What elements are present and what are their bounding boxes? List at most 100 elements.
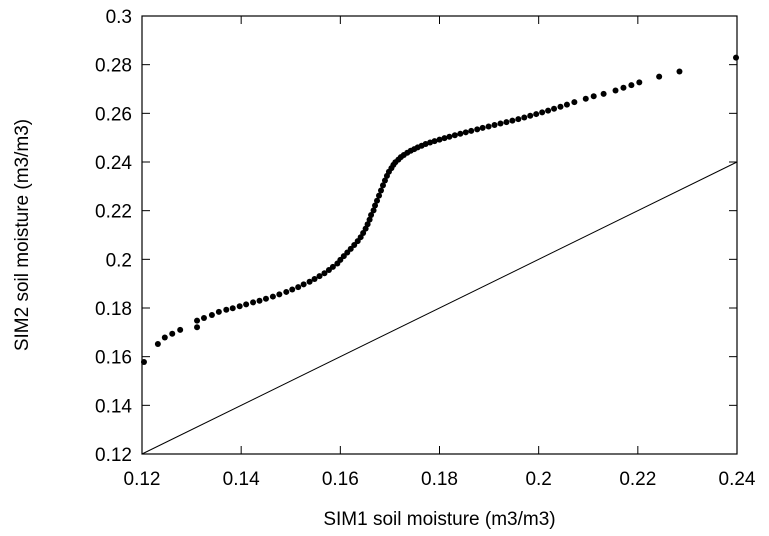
data-point [527,112,534,119]
data-point [551,105,558,112]
data-point [539,109,546,116]
x-tick-label: 0.12 [124,469,161,490]
data-point [441,135,448,142]
x-tick-label: 0.14 [223,469,260,490]
plot-frame [141,15,738,455]
data-point [300,281,307,288]
data-point [283,288,290,295]
data-point [733,54,740,61]
data-point [497,120,504,127]
data-point [306,278,313,285]
data-point [229,305,236,312]
data-point [200,314,207,321]
data-point [563,101,570,108]
data-point [194,324,201,331]
one-to-one-reference-line [141,161,738,455]
data-point [612,87,619,94]
data-point [215,308,222,315]
data-point [295,284,302,291]
y-tick-label: 0.2 [106,250,132,271]
x-axis: 0.12 0.14 0.16 0.18 0.2 0.22 0.24 [124,16,756,490]
x-tick-label: 0.24 [719,469,756,490]
data-point [236,303,243,310]
data-point [479,124,486,131]
data-point [374,197,381,204]
data-point [366,216,373,223]
data-point [582,95,589,102]
data-point [140,359,147,366]
x-tick-label: 0.16 [322,469,359,490]
y-tick-label: 0.22 [95,202,132,223]
data-point [557,103,564,110]
data-point [370,207,377,214]
x-tick-label: 0.18 [421,469,458,490]
data-point [628,82,635,89]
data-point [457,130,464,137]
data-point [446,133,453,140]
y-tick-label: 0.16 [95,348,132,369]
data-point [347,245,354,252]
data-point [329,263,336,270]
data-point [509,117,516,124]
data-point [545,107,552,114]
data-point [451,132,458,139]
data-point [316,273,323,280]
data-point [250,299,257,306]
data-point [474,126,481,133]
data-point [368,212,375,219]
data-point [223,306,230,313]
data-point [243,301,250,308]
data-point [656,73,663,80]
data-point [364,221,371,228]
data-point [351,241,358,248]
data-point [169,330,176,337]
data-point [590,93,597,100]
data-point [311,276,318,283]
data-point [360,230,367,237]
data-point [600,90,607,97]
data-point [636,79,643,86]
data-points [140,54,740,366]
data-point [194,317,201,324]
data-point [381,177,388,184]
y-axis-title: SIM2 soil moisture (m3/m3) [12,119,33,351]
data-point [262,295,269,302]
data-point [376,192,383,199]
data-point [161,334,168,341]
data-point [208,312,215,319]
data-point [436,136,443,143]
data-point [676,68,683,75]
y-tick-label: 0.14 [95,396,132,417]
data-point [491,122,498,129]
data-point [321,270,328,277]
data-point [379,182,386,189]
data-point [256,297,263,304]
data-point [462,129,469,136]
data-point [485,123,492,130]
data-point [289,286,296,293]
data-point [154,341,161,348]
data-point [431,138,438,145]
data-point [521,114,528,121]
data-point [503,119,510,126]
x-tick-label: 0.2 [525,469,551,490]
data-point [515,116,522,123]
data-point [533,111,540,118]
y-tick-label: 0.28 [95,56,132,77]
data-point [372,202,379,209]
y-tick-label: 0.3 [106,7,132,28]
data-point [468,127,475,134]
y-tick-label: 0.18 [95,299,132,320]
data-point [276,291,283,298]
data-point [571,99,578,106]
y-tick-label: 0.24 [95,153,132,174]
data-point [620,84,627,91]
plot-area [140,15,740,455]
x-tick-label: 0.22 [619,469,656,490]
data-point [377,187,384,194]
x-axis-title: SIM1 soil moisture (m3/m3) [323,509,555,530]
y-tick-label: 0.26 [95,104,132,125]
data-point [177,326,184,333]
data-point [269,293,276,300]
